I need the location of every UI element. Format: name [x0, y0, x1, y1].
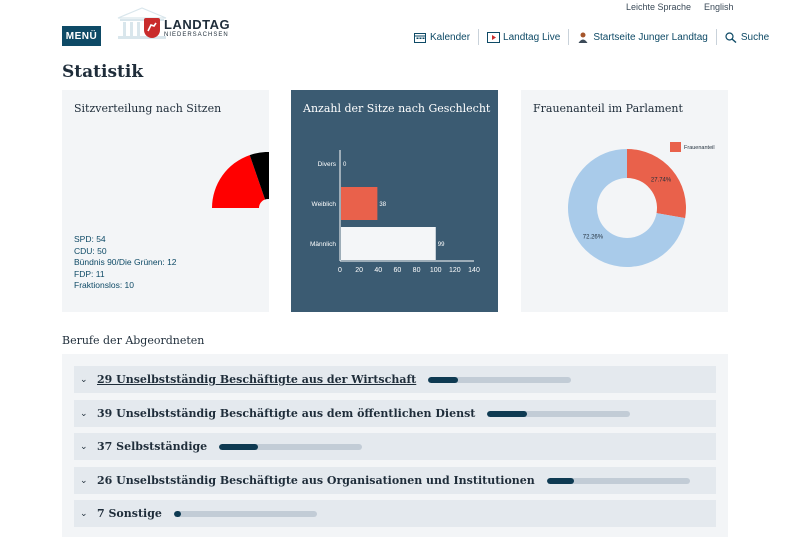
- seat-slice-spd: [212, 155, 266, 208]
- x-tick-label: 120: [449, 267, 461, 274]
- nav-junger-landtag-label: Startseite Junger Landtag: [593, 31, 708, 43]
- professions-heading: Berufe der Abgeordneten: [62, 334, 205, 347]
- profession-label: 39 Unselbstständig Beschäftigte aus dem …: [97, 407, 476, 420]
- donut-value-label: 72.26%: [583, 235, 604, 241]
- category-label: Divers: [318, 161, 337, 168]
- donut-slice-other: [568, 149, 686, 267]
- seat-distribution-chart: [212, 152, 269, 208]
- legend-fraktionslos: Fraktionslos: 10: [74, 280, 134, 290]
- x-tick-label: 0: [338, 267, 342, 274]
- donut-value-label: 27.74%: [651, 177, 672, 183]
- profession-row[interactable]: ⌄ 26 Unselbstständig Beschäftigte aus Org…: [74, 467, 716, 494]
- legend-swatch-frauenanteil: [670, 142, 681, 152]
- page-title: Statistik: [62, 62, 144, 82]
- profession-share-fill: [546, 477, 574, 484]
- bar-value-label: 0: [343, 162, 347, 168]
- profession-share-bar: [428, 376, 572, 383]
- profession-row[interactable]: ⌄ 37 Selbstständige: [74, 433, 716, 460]
- profession-row[interactable]: ⌄ 39 Unselbstständig Beschäftigte aus dem…: [74, 400, 716, 427]
- bar-weiblich: [341, 187, 378, 220]
- nav-landtag-live-label: Landtag Live: [503, 31, 561, 43]
- nav-landtag-live[interactable]: Landtag Live: [479, 29, 570, 45]
- nav-kalender-label: Kalender: [430, 31, 471, 43]
- category-label: Weiblich: [312, 201, 337, 208]
- gender-card: Anzahl der Sitze nach Geschlecht Divers 0…: [291, 90, 498, 312]
- coat-of-arms-icon: [144, 18, 160, 38]
- x-tick-label: 20: [355, 267, 363, 274]
- gender-title: Anzahl der Sitze nach Geschlecht: [303, 102, 491, 115]
- profession-share-fill: [173, 510, 182, 517]
- profession-share-bar: [173, 510, 317, 517]
- profession-label: 29 Unselbstständig Beschäftigte aus der …: [97, 373, 417, 386]
- nav-suche[interactable]: Suche: [717, 29, 777, 45]
- chevron-down-icon: ⌄: [80, 508, 88, 518]
- profession-row[interactable]: ⌄ 7 Sonstige: [74, 500, 716, 527]
- legend-fdp: FDP: 11: [74, 268, 105, 279]
- professions-accordion: ⌄ 29 Unselbstständig Beschäftigte aus der…: [62, 354, 728, 537]
- bar-männlich: [341, 227, 436, 260]
- women-share-title: Frauenanteil im Parlament: [533, 102, 683, 115]
- profession-share-bar: [487, 410, 631, 417]
- profession-share-bar: [219, 443, 363, 450]
- legend-spd: SPD: 54: [74, 234, 106, 244]
- search-icon: [725, 31, 737, 43]
- calendar-icon: [414, 32, 426, 43]
- nav-kalender[interactable]: Kalender: [406, 29, 480, 45]
- video-icon: [487, 31, 501, 43]
- profession-share-fill: [219, 443, 258, 450]
- easy-language-link[interactable]: Leichte Sprache: [626, 2, 692, 12]
- chevron-down-icon: ⌄: [80, 441, 88, 451]
- profession-share-fill: [487, 410, 528, 417]
- parliament-building-icon: [117, 7, 167, 39]
- profession-label: 37 Selbstständige: [97, 440, 208, 453]
- site-header: MENÜ LANDTAG NIEDERSACHSEN Leichte Sprac…: [0, 0, 800, 50]
- chevron-down-icon: ⌄: [80, 408, 88, 418]
- bar-value-label: 99: [438, 242, 445, 248]
- nav-junger-landtag[interactable]: Startseite Junger Landtag: [569, 29, 717, 45]
- profession-label: 7 Sonstige: [97, 507, 162, 520]
- seat-distribution-card: Sitzverteilung nach Sitzen SPD: 54 CDU: …: [62, 90, 269, 312]
- legend-gruene: Bündnis 90/Die Grünen: 12: [74, 257, 177, 267]
- x-tick-label: 100: [430, 267, 442, 274]
- women-donut-chart: 27.74% 72.26% Frauenanteil: [568, 142, 715, 267]
- seat-distribution-title: Sitzverteilung nach Sitzen: [74, 102, 222, 115]
- menu-button[interactable]: MENÜ: [62, 26, 101, 46]
- x-tick-label: 140: [468, 267, 480, 274]
- x-tick-label: 40: [374, 267, 382, 274]
- service-nav: Kalender Landtag Live Startseite Junger …: [406, 28, 777, 46]
- seat-legend: SPD: 54 CDU: 50 Bündnis 90/Die Grünen: 1…: [74, 234, 177, 292]
- english-link[interactable]: English: [704, 2, 734, 12]
- women-share-card: Frauenanteil im Parlament 27.74% 72.26% Fr…: [521, 90, 728, 312]
- seat-slice-cdu: [249, 152, 269, 200]
- landtag-logo[interactable]: LANDTAG NIEDERSACHSEN: [116, 6, 230, 40]
- person-icon: [577, 32, 589, 43]
- legend-label-frauenanteil: Frauenanteil: [684, 145, 715, 151]
- bar-value-label: 38: [379, 202, 386, 208]
- gender-bar-chart: Divers 0 Weiblich 38 Männlich 99 0 20 40 60 80 100 1…: [310, 150, 480, 274]
- profession-share-fill: [428, 376, 459, 383]
- logo-title: LANDTAG: [164, 17, 231, 32]
- nav-suche-label: Suche: [740, 31, 770, 43]
- x-tick-label: 80: [413, 267, 421, 274]
- chevron-down-icon: ⌄: [80, 374, 88, 384]
- legend-cdu: CDU: 50: [74, 245, 107, 256]
- profession-row[interactable]: ⌄ 29 Unselbstständig Beschäftigte aus der…: [74, 366, 716, 393]
- chevron-down-icon: ⌄: [80, 475, 88, 485]
- donut-slice-women: [627, 149, 686, 219]
- logo-subtitle: NIEDERSACHSEN: [164, 32, 229, 38]
- profession-share-bar: [546, 477, 690, 484]
- profession-label: 26 Unselbstständig Beschäftigte aus Orga…: [97, 474, 535, 487]
- x-tick-label: 60: [394, 267, 402, 274]
- category-label: Männlich: [310, 241, 336, 248]
